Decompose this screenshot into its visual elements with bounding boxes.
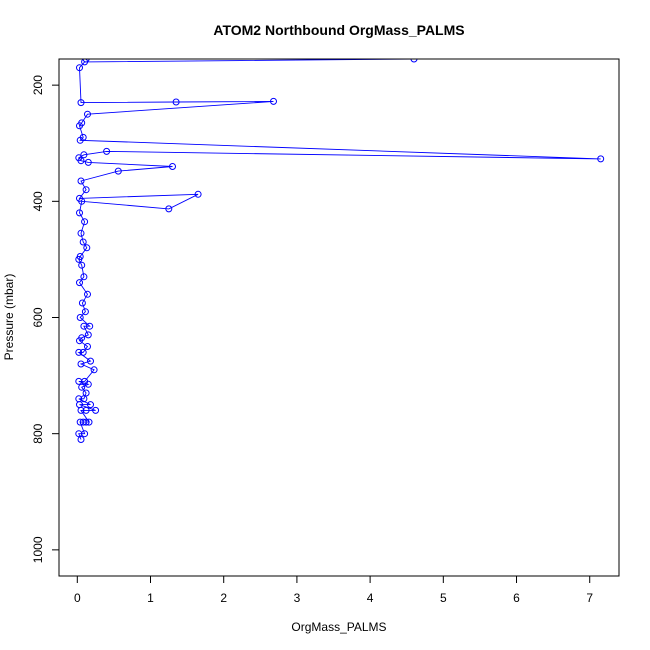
data-point — [82, 406, 90, 414]
data-point — [77, 229, 85, 237]
data-point — [78, 261, 86, 269]
x-axis-label: OrgMass_PALMS — [291, 620, 386, 634]
x-tick-label: 5 — [440, 591, 447, 605]
data-point — [78, 119, 86, 127]
data-point — [77, 360, 85, 368]
x-tick-label: 1 — [147, 591, 154, 605]
data-point — [78, 299, 86, 307]
data-point — [90, 366, 98, 374]
data-point — [114, 167, 122, 175]
series-line — [77, 59, 601, 440]
data-point — [84, 331, 92, 339]
data-point — [79, 133, 87, 141]
data-point — [84, 158, 92, 166]
data-point — [83, 244, 91, 252]
data-point — [87, 357, 94, 365]
x-tick-label: 7 — [586, 591, 593, 605]
data-point — [103, 147, 111, 155]
data-point — [75, 154, 83, 162]
chart-title: ATOM2 Northbound OrgMass_PALMS — [213, 22, 464, 38]
data-point — [78, 383, 86, 391]
y-tick-label: 400 — [31, 191, 45, 211]
data-point — [81, 430, 89, 438]
y-tick-label: 1000 — [31, 536, 45, 563]
data-point — [76, 194, 83, 202]
x-tick-label: 4 — [367, 591, 374, 605]
y-tick-label: 600 — [31, 307, 45, 327]
data-point — [82, 59, 90, 63]
data-point — [194, 190, 202, 198]
series-layer — [75, 59, 605, 443]
data-point — [87, 401, 94, 409]
data-point — [84, 290, 91, 298]
data-point — [77, 177, 85, 185]
x-tick-label: 3 — [294, 591, 301, 605]
data-point — [92, 406, 100, 414]
data-point — [80, 151, 88, 159]
data-point — [172, 98, 180, 106]
y-axis-label: Pressure (mbar) — [2, 274, 16, 361]
data-point — [81, 218, 89, 226]
y-tick-label: 800 — [31, 423, 45, 443]
data-point — [78, 334, 86, 342]
data-point — [81, 377, 89, 385]
data-point — [84, 110, 91, 118]
data-point — [79, 348, 87, 356]
x-tick-label: 2 — [220, 591, 227, 605]
data-point — [270, 97, 277, 105]
data-point — [77, 436, 85, 443]
data-point — [597, 155, 605, 163]
data-point — [165, 205, 173, 213]
data-point — [75, 395, 83, 403]
data-point — [80, 395, 88, 403]
data-point — [169, 163, 176, 170]
data-point — [76, 314, 84, 321]
x-axis: 0 1 2 3 4 5 6 7 — [74, 575, 593, 605]
y-axis: 200 400 600 800 1000 — [31, 75, 60, 563]
data-point — [76, 279, 83, 287]
data-point — [77, 99, 85, 107]
data-point — [86, 322, 94, 330]
x-tick-label: 0 — [74, 591, 81, 605]
data-point — [81, 308, 89, 316]
y-tick-label: 200 — [31, 75, 45, 95]
data-point — [80, 273, 88, 281]
data-point — [82, 418, 90, 426]
data-point — [76, 209, 83, 217]
data-point — [84, 343, 91, 350]
data-point — [82, 186, 90, 194]
data-point — [76, 64, 83, 72]
data-point — [85, 418, 93, 426]
x-tick-label: 6 — [513, 591, 520, 605]
data-point — [76, 253, 84, 260]
data-point — [75, 348, 83, 356]
data-point — [79, 238, 87, 246]
data-point — [82, 389, 90, 397]
data-point — [410, 59, 418, 63]
plot-frame — [58, 58, 620, 577]
